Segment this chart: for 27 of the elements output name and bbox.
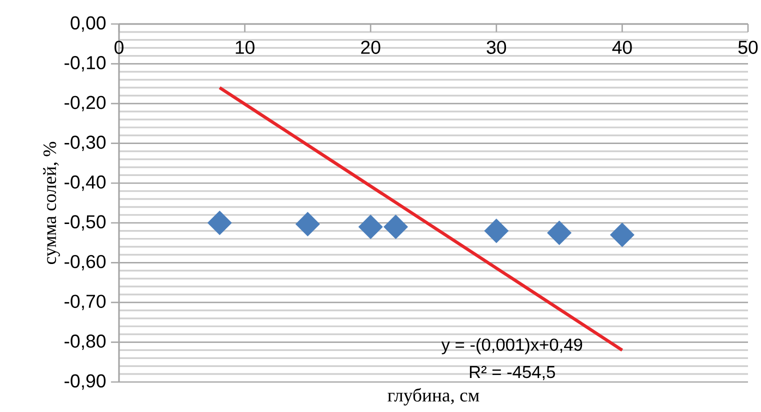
y-tick-label: -0,60 (64, 254, 106, 270)
y-tick-label: -0,40 (64, 175, 106, 191)
x-tick-label: 20 (361, 40, 380, 54)
y-tick-label: -0,80 (64, 334, 106, 350)
point (610, 222, 634, 247)
y-tick-label: -0,10 (64, 56, 106, 72)
y-tick-label: -0,30 (64, 136, 106, 152)
y-tick-label: -0,20 (64, 96, 106, 112)
annotation: R² = -454,5 (470, 366, 555, 380)
y-tick-label: -0,50 (64, 215, 106, 231)
x-tick-label: 50 (738, 40, 758, 54)
x-tick-label: 40 (612, 40, 632, 54)
x-tick-label: 0 (114, 40, 124, 54)
annotation: y = -(0,001)x+0,49 (441, 338, 582, 354)
point (358, 214, 383, 240)
point (547, 220, 572, 245)
point (384, 214, 408, 240)
point (296, 212, 320, 236)
point (484, 218, 509, 243)
point (207, 210, 232, 236)
y-tick-label: 0,00 (70, 16, 106, 32)
x-tick-label: 30 (486, 40, 506, 54)
y-tick-label: -0,90 (64, 374, 106, 390)
y-tick-label: -0,70 (64, 294, 106, 310)
x-axis-title: глубина, см (388, 388, 480, 406)
x-tick-label: 10 (236, 40, 254, 54)
y-axis-title: сумма солей, % (43, 142, 60, 264)
